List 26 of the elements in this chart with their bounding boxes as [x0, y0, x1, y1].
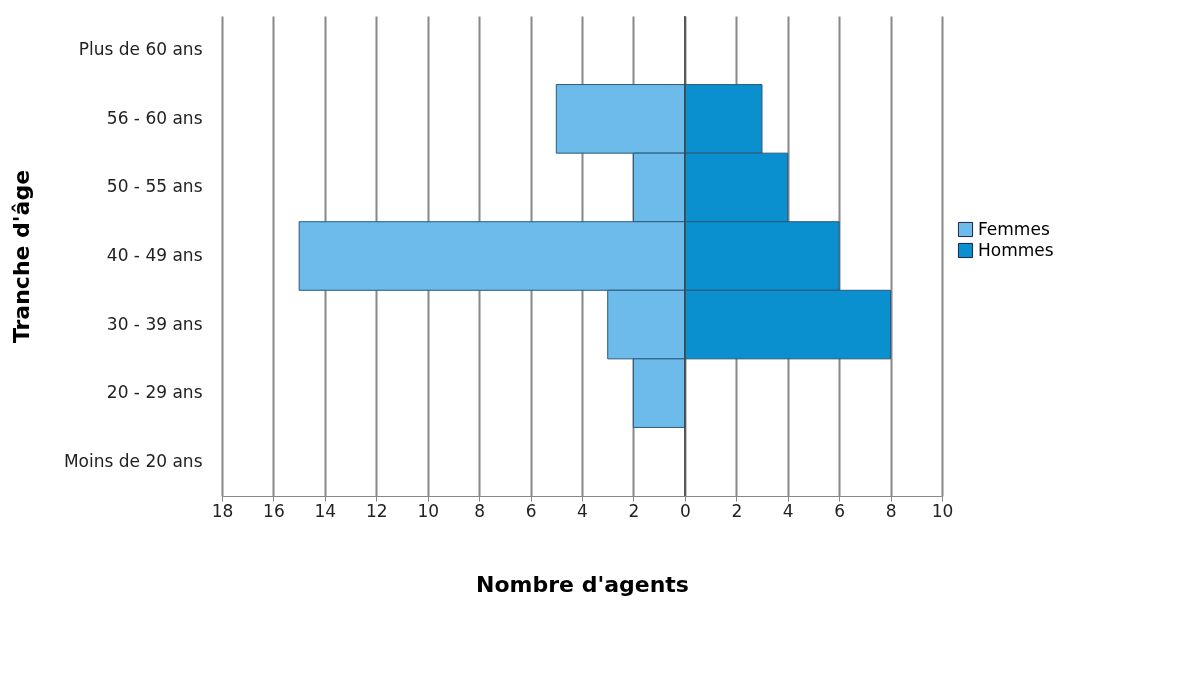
x-axis-title: Nombre d'agents [476, 571, 689, 597]
y-tick-label: 20 - 29 ans [106, 382, 203, 403]
x-tick-label: 16 [263, 500, 285, 521]
y-tick-label: Moins de 20 ans [63, 450, 203, 471]
x-tick-label: 2 [628, 500, 640, 521]
y-tick-label: 50 - 55 ans [106, 176, 203, 197]
x-tick-label: 14 [314, 500, 337, 521]
x-tick-label: 10 [417, 500, 440, 521]
x-tick-label: 18 [211, 500, 234, 521]
y-tick-label: Plus de 60 ans [78, 39, 203, 60]
x-tick-label: 10 [931, 500, 954, 521]
x-tick-label: 2 [731, 500, 743, 521]
x-tick-label: 12 [365, 500, 388, 521]
x-tick-label: 8 [885, 500, 897, 521]
x-tick-label: 4 [782, 500, 794, 521]
y-tick-label: 30 - 39 ans [106, 313, 203, 334]
legend-label: Femmes [978, 218, 1050, 239]
y-tick-label: 40 - 49 ans [106, 245, 203, 265]
y-tick-label: 56 - 60 ans [106, 107, 203, 128]
x-tick-label: 4 [577, 500, 588, 521]
x-tick-label: 6 [834, 500, 846, 521]
x-tick-label: 8 [474, 500, 486, 521]
x-tick-label: 6 [525, 500, 537, 521]
x-tick-label: 0 [679, 500, 691, 521]
legend-label: Hommes [978, 239, 1054, 260]
y-axis-title: Tranche d'âge [8, 169, 34, 344]
